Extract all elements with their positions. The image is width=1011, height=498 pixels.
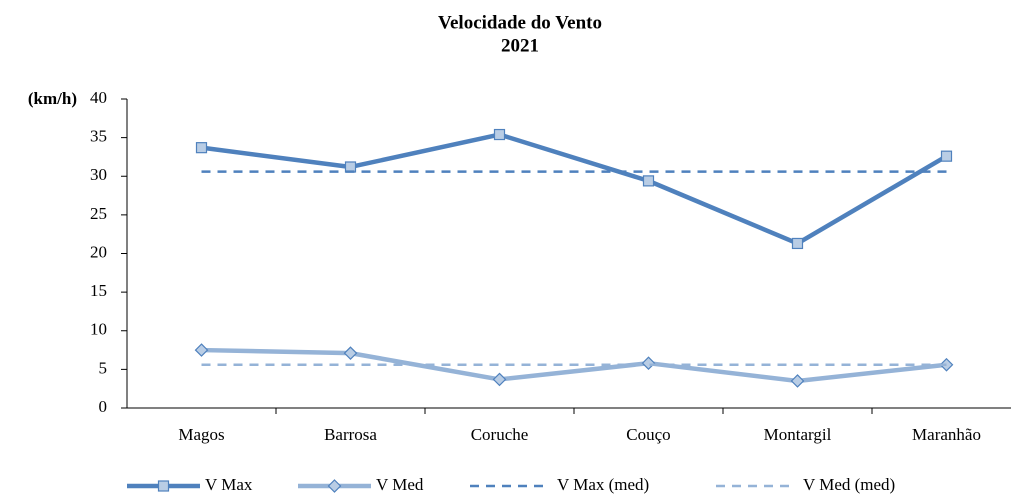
- y-axis-label: (km/h): [28, 89, 77, 108]
- point-marker: [493, 128, 506, 141]
- series-line: [201, 132, 948, 246]
- y-tick-label: 20: [90, 242, 107, 261]
- legend-label: V Max: [205, 475, 253, 494]
- point-marker: [641, 356, 656, 371]
- chart-subtitle: 2021: [501, 35, 539, 56]
- point-marker: [642, 175, 655, 187]
- point-marker: [790, 374, 805, 388]
- y-tick-label: 40: [90, 88, 107, 107]
- point-marker: [791, 237, 804, 250]
- point-marker: [195, 142, 208, 154]
- x-tick-label: Maranhão: [912, 425, 981, 444]
- chart-title: Velocidade do Vento: [438, 12, 602, 33]
- series-line: [201, 347, 947, 384]
- x-tick-label: Magos: [178, 425, 224, 444]
- point-marker: [194, 343, 209, 357]
- x-tick-label: Montargil: [764, 425, 832, 444]
- point-marker: [492, 372, 507, 387]
- legend-label: V Med (med): [803, 475, 895, 494]
- x-tick-label: Barrosa: [324, 425, 377, 444]
- x-tick-label: Coruche: [471, 425, 529, 444]
- legend-marker: [327, 479, 342, 493]
- y-tick-label: 10: [90, 320, 107, 339]
- y-tick-label: 35: [90, 127, 107, 146]
- legend-label: V Max (med): [557, 475, 649, 494]
- point-marker: [343, 346, 358, 361]
- y-tick-label: 25: [90, 204, 107, 223]
- legend-marker: [157, 480, 170, 492]
- x-tick-label: Couço: [626, 425, 670, 444]
- y-tick-label: 15: [90, 281, 107, 300]
- y-tick-label: 5: [99, 358, 108, 377]
- y-tick-label: 30: [90, 165, 107, 184]
- y-tick-label: 0: [99, 397, 108, 416]
- point-marker: [940, 150, 953, 162]
- legend-label: V Med: [376, 475, 424, 494]
